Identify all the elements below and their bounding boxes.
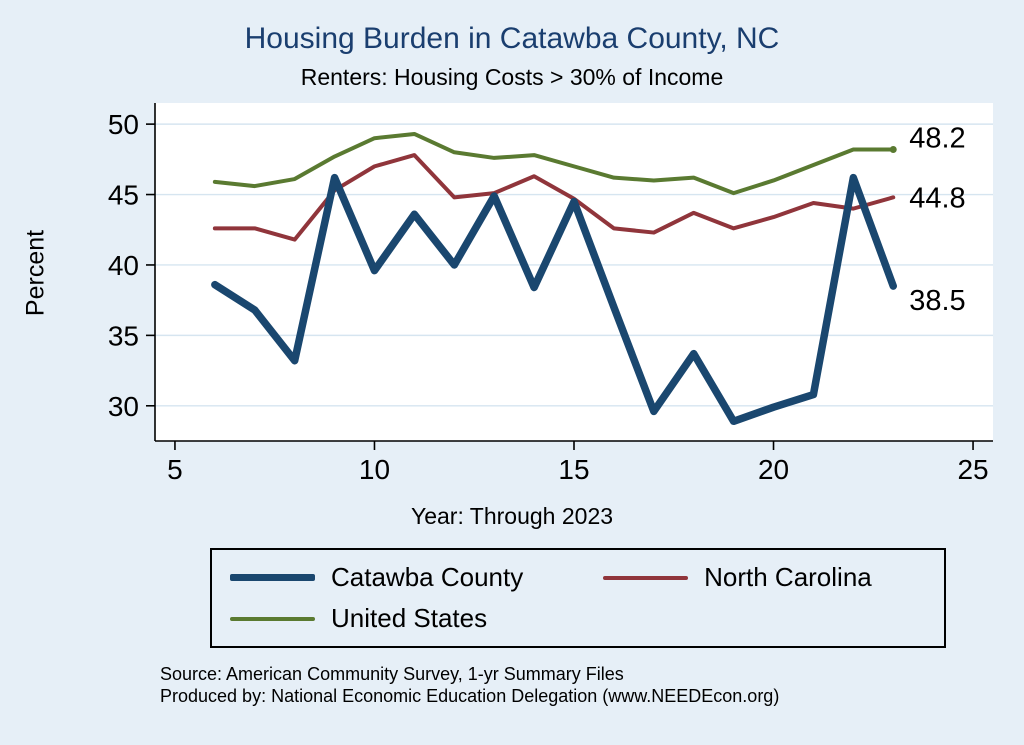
plot-area: 30 35 40 45 50 5 10 15 20 25 48.2 44.8 38.5 [108, 103, 993, 485]
legend-entry-north-carolina: North Carolina [603, 562, 934, 593]
chart-notes: Source: American Community Survey, 1-yr … [160, 664, 1024, 708]
y-tick-label: 40 [108, 250, 139, 281]
legend-label-catawba-county: Catawba County [331, 562, 524, 592]
series-line-catawba-county [211, 173, 897, 426]
legend-label-north-carolina: North Carolina [704, 562, 872, 592]
y-tick-label: 45 [108, 180, 139, 211]
series-line-united-states [212, 131, 896, 196]
legend-swatch-united-states [230, 616, 315, 621]
chart-title: Housing Burden in Catawba County, NC [244, 22, 780, 55]
legend-swatch-north-carolina [603, 575, 689, 580]
y-axis-label: Percent [21, 229, 50, 317]
x-tick-label: 5 [167, 454, 183, 485]
end-marker-united-states [889, 145, 897, 153]
source-note: Source: American Community Survey, 1-yr … [160, 664, 624, 684]
legend-entry-united-states: United States [230, 603, 603, 634]
legend-swatch-catawba-county [230, 573, 315, 582]
x-tick-label: 15 [558, 454, 589, 485]
plot-background [155, 103, 993, 441]
x-axis-label: Year: Through 2023 [410, 503, 614, 529]
end-label-catawba-county: 38.5 [909, 285, 965, 317]
x-tick-label: 20 [758, 454, 789, 485]
chart-subtitle: Renters: Housing Costs > 30% of Income [300, 64, 724, 90]
legend-entry-catawba-county: Catawba County [230, 562, 603, 593]
y-tick-label: 35 [108, 320, 139, 351]
y-tick-label: 50 [108, 109, 139, 140]
y-tick-label: 30 [108, 391, 139, 422]
end-label-united-states: 48.2 [909, 122, 965, 154]
produced-by-note: Produced by: National Economic Education… [160, 685, 780, 706]
end-label-north-carolina: 44.8 [909, 182, 965, 214]
legend-label-united-states: United States [331, 603, 488, 633]
legend: Catawba County North Carolina United State… [210, 548, 946, 648]
x-tick-label: 10 [359, 454, 390, 485]
x-tick-label: 25 [957, 454, 988, 485]
